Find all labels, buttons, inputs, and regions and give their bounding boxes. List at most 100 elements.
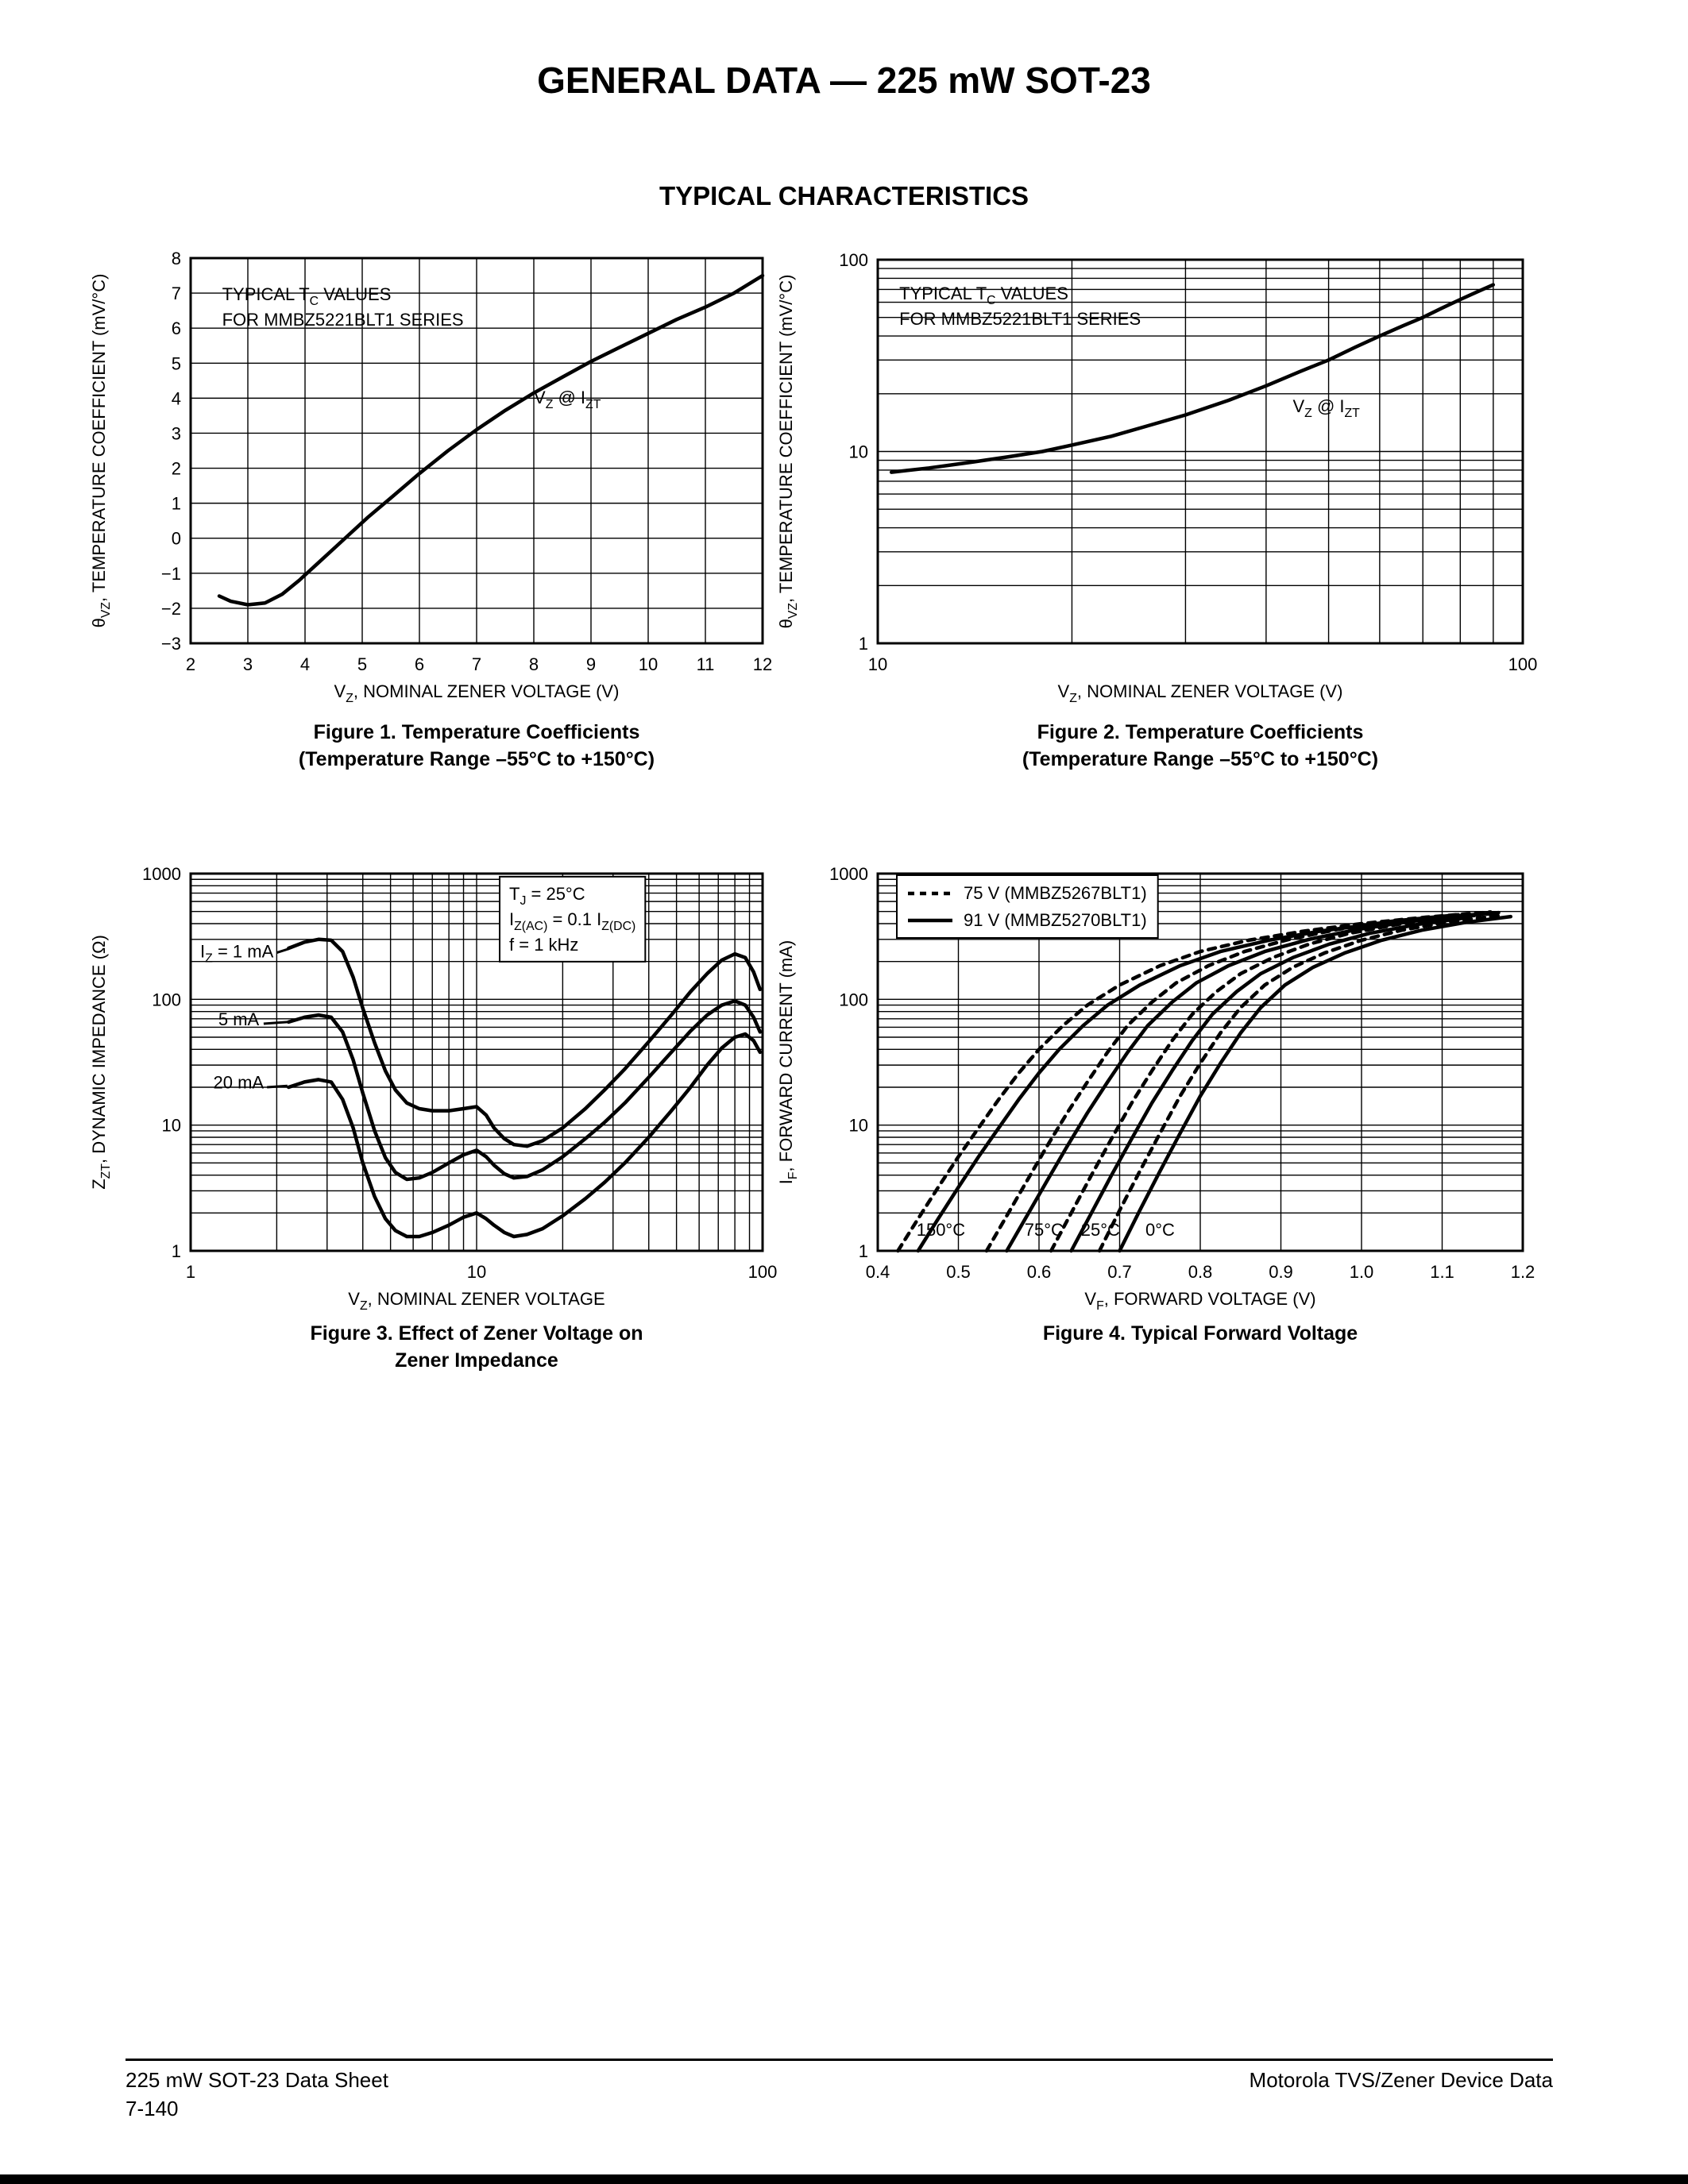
svg-text:7: 7 <box>172 284 181 303</box>
svg-text:100: 100 <box>1508 654 1538 674</box>
svg-text:8: 8 <box>529 654 539 674</box>
svg-text:10: 10 <box>849 1116 868 1136</box>
svg-text:6: 6 <box>415 654 424 674</box>
svg-text:0°C: 0°C <box>1145 1220 1175 1240</box>
figure-4-plot: 0.4 0.5 0.6 0.7 0.8 0.9 1.0 1.1 1.2 1 10 100 1000 VF,… <box>776 864 1535 1313</box>
svg-text:TYPICAL TC VALUES: TYPICAL TC VALUES <box>899 284 1068 307</box>
svg-text:VF, FORWARD VOLTAGE (V): VF, FORWARD VOLTAGE (V) <box>1084 1289 1315 1313</box>
footer-datasheet-name: 225 mW SOT-23 Data Sheet <box>126 2068 388 2092</box>
svg-text:0.6: 0.6 <box>1027 1262 1052 1282</box>
svg-text:IZ(AC) = 0.1 IZ(DC): IZ(AC) = 0.1 IZ(DC) <box>509 909 635 933</box>
svg-text:0.7: 0.7 <box>1107 1262 1132 1282</box>
svg-text:−1: −1 <box>161 564 181 584</box>
svg-text:12: 12 <box>753 654 772 674</box>
svg-text:1.1: 1.1 <box>1430 1262 1454 1282</box>
svg-text:10: 10 <box>162 1116 181 1136</box>
svg-text:10: 10 <box>639 654 658 674</box>
svg-text:θVZ, TEMPERATURE COEFFICIENT (: θVZ, TEMPERATURE COEFFICIENT (mV/°C) <box>89 274 113 628</box>
svg-text:75 V (MMBZ5267BLT1): 75 V (MMBZ5267BLT1) <box>964 883 1147 903</box>
svg-text:6: 6 <box>172 318 181 338</box>
svg-text:1: 1 <box>172 1241 181 1261</box>
footer-page-number: 7-140 <box>126 2097 179 2120</box>
svg-text:100: 100 <box>748 1262 778 1282</box>
page-bottom-edge-bar <box>0 2174 1688 2184</box>
svg-text:IF, FORWARD CURRENT (mA): IF, FORWARD CURRENT (mA) <box>776 940 800 1185</box>
svg-text:4: 4 <box>300 654 310 674</box>
svg-text:1.2: 1.2 <box>1511 1262 1535 1282</box>
svg-text:7: 7 <box>472 654 481 674</box>
svg-text:0.4: 0.4 <box>866 1262 890 1282</box>
svg-text:20 mA: 20 mA <box>214 1073 265 1093</box>
svg-text:75°C: 75°C <box>1025 1220 1064 1240</box>
svg-text:4: 4 <box>172 388 181 408</box>
figure3-caption-line1: Figure 3. Effect of Zener Voltage on <box>310 1322 643 1345</box>
figure3-chart: 1 10 100 1 10 100 1000 VZ, NOMINAL ZENER VOLTAG… <box>71 862 778 1342</box>
svg-text:5: 5 <box>357 654 367 674</box>
svg-text:5 mA: 5 mA <box>218 1009 260 1029</box>
figure1-caption-line2: (Temperature Range –55°C to +150°C) <box>298 748 655 770</box>
svg-text:1.0: 1.0 <box>1350 1262 1374 1282</box>
svg-text:25°C: 25°C <box>1081 1220 1120 1240</box>
svg-text:91 V (MMBZ5270BLT1): 91 V (MMBZ5270BLT1) <box>964 910 1147 930</box>
svg-text:1: 1 <box>186 1262 195 1282</box>
figure1-caption: Figure 1. Temperature Coefficients (Temp… <box>159 719 794 773</box>
svg-text:10: 10 <box>467 1262 486 1282</box>
svg-text:1000: 1000 <box>829 864 868 884</box>
svg-text:VZ, NOMINAL ZENER VOLTAGE (V): VZ, NOMINAL ZENER VOLTAGE (V) <box>334 681 620 705</box>
svg-text:1: 1 <box>859 1241 868 1261</box>
svg-text:−2: −2 <box>161 599 181 619</box>
svg-text:150°C: 150°C <box>917 1220 966 1240</box>
figure4-caption: Figure 4. Typical Forward Voltage <box>883 1320 1518 1347</box>
figure1-chart: 2 3 4 5 6 7 8 9 10 11 12 8 7 6 5 4 3 2 1 0 −1 −2 −3 VZ, NOMINAL… <box>71 246 778 727</box>
svg-text:9: 9 <box>586 654 596 674</box>
svg-text:0.5: 0.5 <box>946 1262 971 1282</box>
svg-text:1: 1 <box>859 634 868 654</box>
svg-text:0.9: 0.9 <box>1269 1262 1293 1282</box>
svg-text:8: 8 <box>172 249 181 268</box>
svg-text:−3: −3 <box>161 634 181 654</box>
section-heading: TYPICAL CHARACTERISTICS <box>659 181 1029 210</box>
svg-text:10: 10 <box>868 654 887 674</box>
svg-text:2: 2 <box>172 459 181 479</box>
figure3-caption: Figure 3. Effect of Zener Voltage on Zen… <box>159 1320 794 1374</box>
svg-text:0: 0 <box>172 529 181 549</box>
figure4-chart: 0.4 0.5 0.6 0.7 0.8 0.9 1.0 1.1 1.2 1 10 100 1000 VF,… <box>759 862 1547 1342</box>
figure2-caption-line2: (Temperature Range –55°C to +150°C) <box>1022 748 1379 770</box>
svg-text:θVZ, TEMPERATURE COEFFICIENT (: θVZ, TEMPERATURE COEFFICIENT (mV/°C) <box>776 275 800 629</box>
figure3-caption-line2: Zener Impedance <box>395 1349 558 1372</box>
figure-3-plot: 1 10 100 1 10 100 1000 VZ, NOMINAL ZENER VOLTAG… <box>89 864 778 1313</box>
svg-text:3: 3 <box>243 654 253 674</box>
svg-text:FOR MMBZ5221BLT1 SERIES: FOR MMBZ5221BLT1 SERIES <box>222 310 464 330</box>
svg-text:0.8: 0.8 <box>1188 1262 1213 1282</box>
svg-text:10: 10 <box>849 442 868 462</box>
svg-text:1000: 1000 <box>142 864 181 884</box>
svg-text:100: 100 <box>152 990 181 1009</box>
svg-text:FOR MMBZ5221BLT1 SERIES: FOR MMBZ5221BLT1 SERIES <box>899 309 1141 329</box>
svg-text:100: 100 <box>839 990 868 1009</box>
svg-text:1: 1 <box>172 494 181 514</box>
figure2-caption: Figure 2. Temperature Coefficients (Temp… <box>883 719 1518 773</box>
svg-text:VZ, NOMINAL ZENER VOLTAGE (V): VZ, NOMINAL ZENER VOLTAGE (V) <box>1058 681 1343 705</box>
figure2-caption-line1: Figure 2. Temperature Coefficients <box>1037 721 1364 743</box>
svg-text:VZ @ IZT: VZ @ IZT <box>1292 396 1360 420</box>
svg-text:ZZT, DYNAMIC IMPEDANCE (Ω): ZZT, DYNAMIC IMPEDANCE (Ω) <box>89 935 113 1190</box>
svg-text:VZ @ IZT: VZ @ IZT <box>534 388 601 411</box>
figure2-chart: 10 100 1 10 100 VZ, NOMINAL ZENER VOLTAGE (V)… <box>759 248 1547 728</box>
svg-text:3: 3 <box>172 423 181 443</box>
svg-text:100: 100 <box>839 250 868 270</box>
svg-text:TYPICAL TC VALUES: TYPICAL TC VALUES <box>222 284 392 308</box>
svg-text:VZ, NOMINAL ZENER VOLTAGE: VZ, NOMINAL ZENER VOLTAGE <box>348 1289 605 1313</box>
svg-text:2: 2 <box>186 654 195 674</box>
svg-text:IZ = 1 mA: IZ = 1 mA <box>200 942 274 966</box>
figure1-caption-line1: Figure 1. Temperature Coefficients <box>313 721 640 743</box>
footer-publisher: Motorola TVS/Zener Device Data <box>1249 2068 1553 2092</box>
footer-rule <box>126 2059 1553 2061</box>
figure4-caption-line1: Figure 4. Typical Forward Voltage <box>1042 1322 1358 1345</box>
page-title: GENERAL DATA — 225 mW SOT-23 <box>537 60 1151 101</box>
svg-text:5: 5 <box>172 353 181 373</box>
svg-text:TJ = 25°C: TJ = 25°C <box>509 884 585 908</box>
svg-text:f = 1 kHz: f = 1 kHz <box>509 935 578 955</box>
